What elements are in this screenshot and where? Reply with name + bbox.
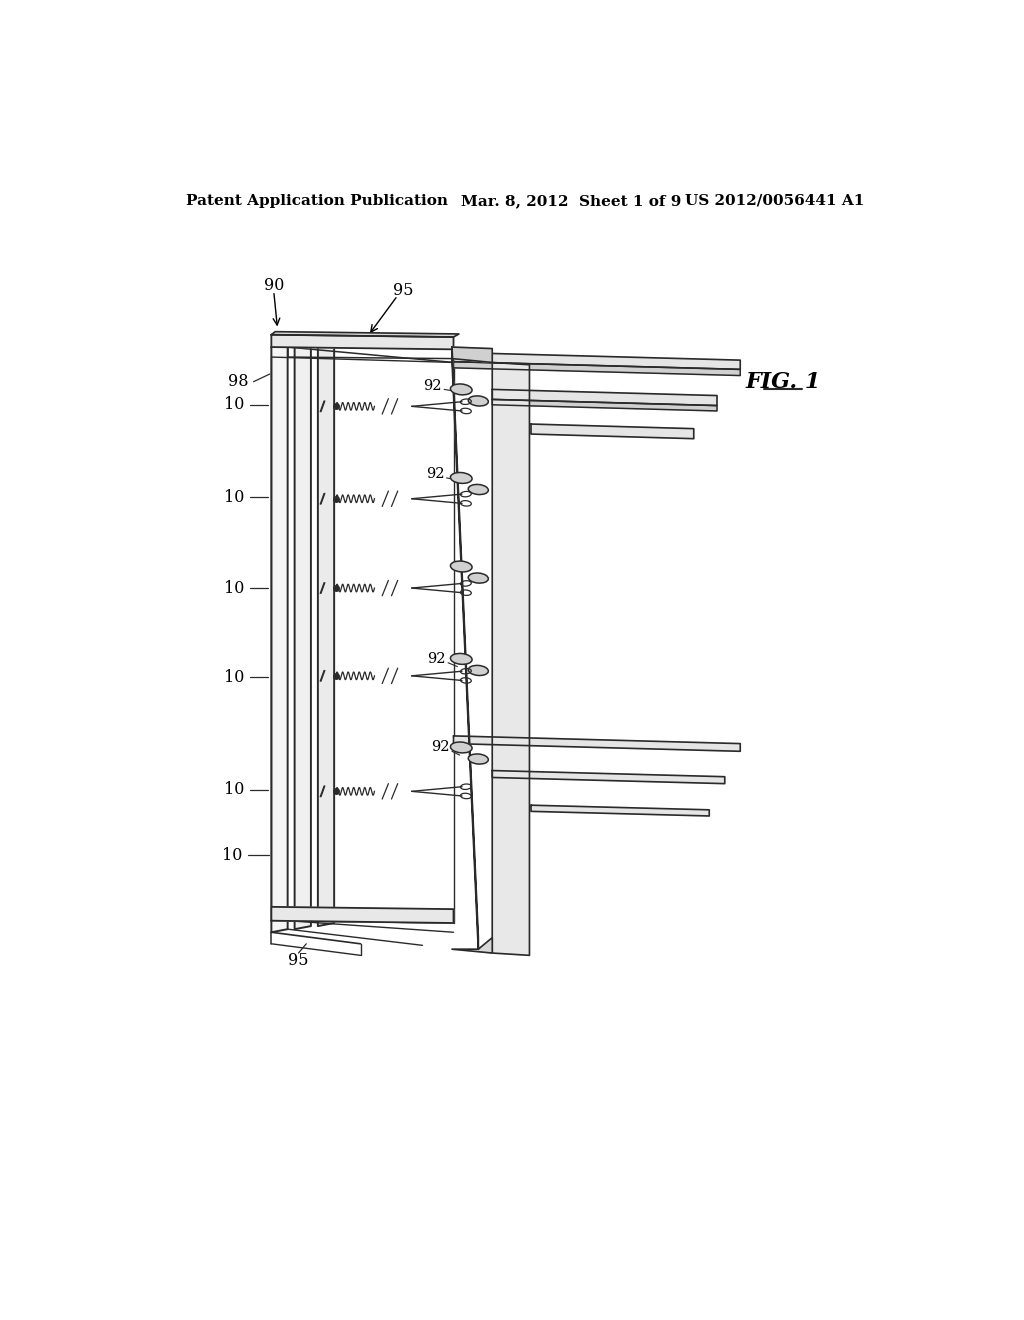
Ellipse shape <box>468 754 488 764</box>
Text: 10: 10 <box>222 846 243 863</box>
Text: FIG. 1: FIG. 1 <box>745 371 820 393</box>
Ellipse shape <box>451 653 472 664</box>
Text: 10: 10 <box>224 396 245 413</box>
Text: Patent Application Publication: Patent Application Publication <box>186 194 449 207</box>
Polygon shape <box>271 907 454 923</box>
Text: Mar. 8, 2012  Sheet 1 of 9: Mar. 8, 2012 Sheet 1 of 9 <box>461 194 682 207</box>
Text: 95: 95 <box>393 282 414 300</box>
Polygon shape <box>493 771 725 784</box>
Text: 92: 92 <box>431 741 450 755</box>
Text: 10: 10 <box>224 781 245 799</box>
Polygon shape <box>493 389 717 405</box>
Polygon shape <box>531 805 710 816</box>
Polygon shape <box>454 362 740 376</box>
Ellipse shape <box>451 384 472 395</box>
Polygon shape <box>452 347 493 363</box>
Polygon shape <box>531 424 693 438</box>
Polygon shape <box>493 363 529 956</box>
Text: 92: 92 <box>426 467 444 480</box>
Polygon shape <box>454 352 740 370</box>
Ellipse shape <box>451 561 472 572</box>
Text: US 2012/0056441 A1: US 2012/0056441 A1 <box>685 194 864 207</box>
Polygon shape <box>452 347 478 949</box>
Text: 92: 92 <box>427 652 445 665</box>
Polygon shape <box>271 331 459 337</box>
Polygon shape <box>317 338 334 927</box>
Text: 95: 95 <box>288 952 309 969</box>
Polygon shape <box>454 737 740 751</box>
Text: 90: 90 <box>263 277 284 294</box>
Text: 10: 10 <box>224 669 245 686</box>
Ellipse shape <box>451 742 472 752</box>
Polygon shape <box>271 335 454 350</box>
Text: 10: 10 <box>224 488 245 506</box>
Text: 10: 10 <box>224 579 245 597</box>
Text: 98: 98 <box>227 374 248 391</box>
Polygon shape <box>493 400 717 411</box>
Ellipse shape <box>451 473 472 483</box>
Ellipse shape <box>468 484 488 495</box>
Ellipse shape <box>468 665 488 676</box>
Ellipse shape <box>468 396 488 407</box>
Polygon shape <box>271 345 288 932</box>
Ellipse shape <box>468 573 488 583</box>
Polygon shape <box>295 341 311 929</box>
Polygon shape <box>452 937 493 953</box>
Text: 92: 92 <box>423 379 442 392</box>
